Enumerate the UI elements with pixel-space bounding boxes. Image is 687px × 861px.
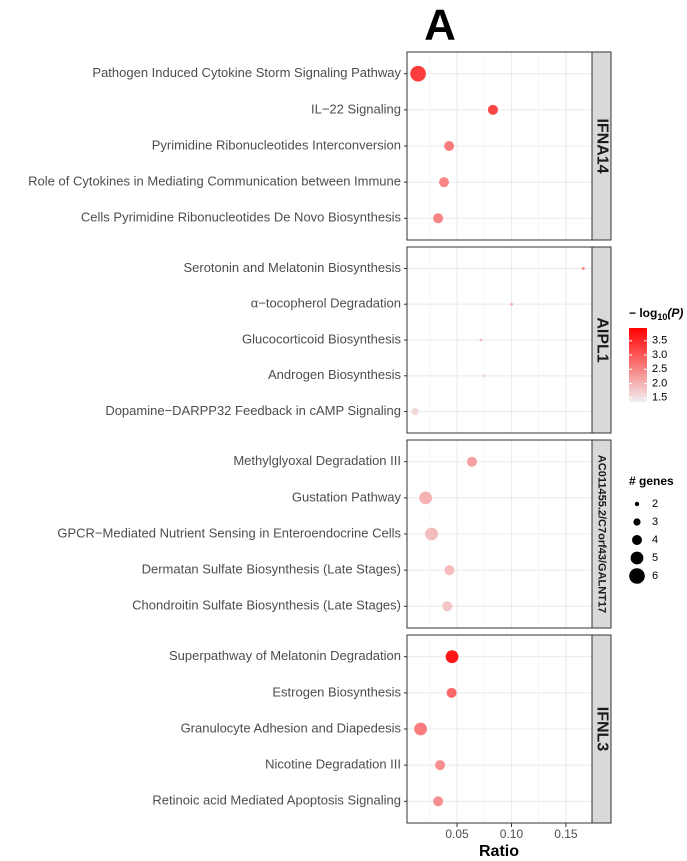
dot [509,302,513,306]
dot [479,338,483,342]
y-tick-label: Dermatan Sulfate Biosynthesis (Late Stag… [142,562,401,577]
y-tick-label: α−tocopherol Degradation [251,296,401,311]
dot [425,527,438,541]
strip-label: IFNL3 [593,707,610,752]
y-tick-label: Chondroitin Sulfate Biosynthesis (Late S… [132,598,401,613]
strip [591,246,612,434]
legend-title-part: (P) [667,306,683,320]
y-tick-label: Retinoic acid Mediated Apoptosis Signali… [152,793,401,808]
y-tick-label: Serotonin and Melatonin Biosynthesis [183,260,401,275]
y-tick-label: Superpathway of Melatonin Degradation [169,648,401,663]
dot [444,565,455,576]
colorbar-label: 1.5 [652,392,667,404]
y-tick-label: Nicotine Degradation III [265,757,401,772]
size-legend-label: 6 [652,570,658,582]
x-tick-label: 0.05 [445,827,469,841]
y-tick-label: Granulocyte Adhesion and Diapedesis [181,720,402,735]
size-legend-dot [632,535,642,545]
size-legend-label: 4 [652,534,658,546]
size-legend-dot [633,518,641,526]
size-legend-dot [629,568,645,584]
dot [466,456,477,467]
size-legend-label: 3 [652,516,658,528]
x-tick-label: 0.15 [554,827,578,841]
strip-label: AC011455.2/C7orf43/GALNT17 [596,455,608,613]
colorbar-label: 2.0 [652,377,667,389]
y-tick-label: Cells Pyrimidine Ribonucleotides De Novo… [81,210,402,225]
dot [445,650,459,664]
dot [442,601,453,612]
y-tick-label: Methylglyoxal Degradation III [233,453,401,468]
dot [410,65,426,82]
y-tick-label: GPCR−Mediated Nutrient Sensing in Entero… [57,525,401,540]
y-tick-label: Estrogen Biosynthesis [272,684,401,699]
dot [433,213,444,224]
dot [419,491,433,505]
legend-title-part: − log [629,306,657,320]
color-legend-title: − log10(P) [629,306,683,322]
x-axis-label: Ratio [479,843,519,860]
dot [581,266,585,270]
colorbar-label: 3.0 [652,349,667,361]
y-tick-label: Gustation Pathway [292,489,402,504]
dot [446,687,457,698]
y-tick-label: Pathogen Induced Cytokine Storm Signalin… [92,65,401,80]
dot [482,374,486,378]
size-legend-dot [630,551,644,565]
size-legend-label: 2 [652,498,658,510]
dot [439,177,449,188]
dot [433,796,444,807]
colorbar-label: 2.5 [652,363,667,375]
y-tick-label: IL−22 Signaling [311,101,401,116]
dot [411,407,419,416]
size-legend-label: 5 [652,552,658,564]
strip-label: AIPL1 [593,317,610,362]
dot [435,760,446,771]
strip [591,439,612,629]
x-tick-label: 0.10 [500,827,524,841]
y-tick-label: Androgen Biosynthesis [268,367,401,382]
y-tick-label: Glucocorticoid Biosynthesis [242,331,401,346]
size-legend-title: # genes [629,474,674,488]
colorbar-label: 3.5 [652,335,667,347]
dot [414,722,428,736]
strip [591,634,612,824]
legend-title-part: 10 [657,312,667,322]
chart-title: A [424,1,456,50]
y-tick-label: Pyrimidine Ribonucleotides Interconversi… [152,137,401,152]
size-legend-dot [634,501,640,507]
y-tick-label: Role of Cytokines in Mediating Communica… [28,174,401,189]
dot [444,141,455,151]
strip-label: IFNA14 [593,118,610,173]
colorbar [629,328,647,402]
y-tick-label: Dopamine−DARPP32 Feedback in cAMP Signal… [105,403,401,418]
strip [591,51,612,241]
dot [487,104,498,115]
